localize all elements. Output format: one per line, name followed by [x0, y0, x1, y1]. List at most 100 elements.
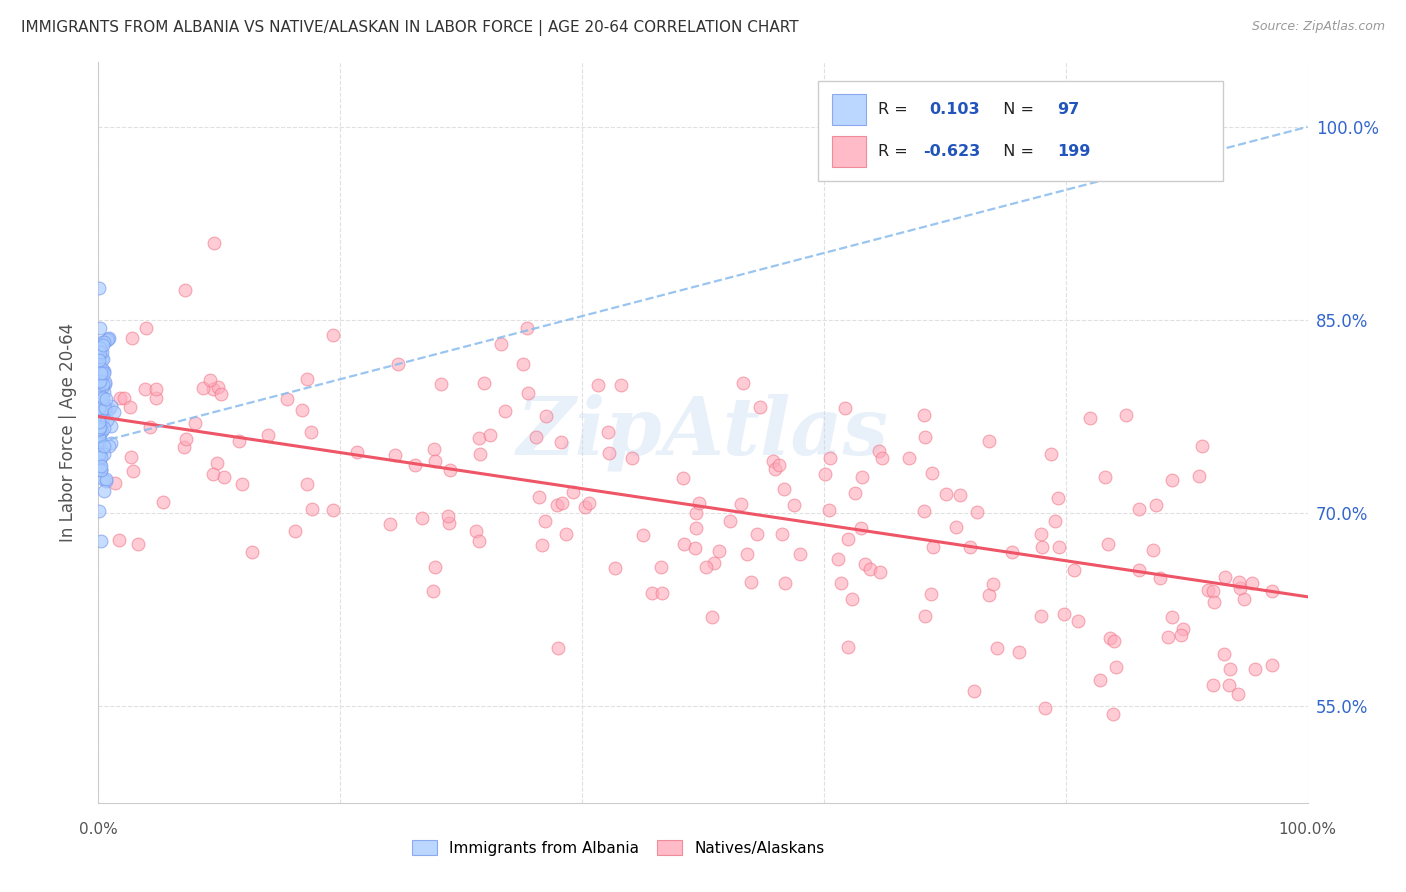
Point [789, 547, 811, 561]
Point [91, 351, 114, 366]
Point [89, 461, 111, 475]
Point [91, 376, 114, 391]
Point [1170, 628, 1192, 642]
Y-axis label: In Labor Force | Age 20-64: In Labor Force | Age 20-64 [59, 323, 77, 542]
Point [108, 533, 131, 548]
Point [983, 577, 1005, 591]
Point [425, 454, 447, 468]
Point [439, 463, 461, 477]
Point [89, 337, 111, 351]
Point [87, 378, 110, 392]
Point [94, 401, 117, 416]
Point [1202, 678, 1225, 692]
Point [87, 453, 110, 467]
Point [87, 280, 110, 294]
Point [422, 442, 444, 457]
Point [1043, 514, 1066, 528]
Point [89, 401, 111, 415]
Point [1149, 571, 1171, 585]
Point [276, 392, 298, 406]
Point [228, 434, 250, 449]
Point [868, 443, 890, 458]
Point [295, 372, 318, 386]
Point [87, 450, 110, 465]
Point [205, 456, 228, 470]
Point [1213, 570, 1236, 584]
Point [516, 385, 538, 400]
Point [93, 335, 115, 350]
Point [688, 495, 710, 509]
Point [94, 475, 117, 489]
Point [90, 442, 112, 456]
Point [89, 359, 111, 373]
Point [530, 538, 553, 552]
Point [231, 476, 253, 491]
Point [735, 547, 758, 561]
Point [139, 419, 162, 434]
Point [561, 484, 583, 499]
Point [1160, 473, 1182, 487]
Point [609, 377, 631, 392]
Text: IMMIGRANTS FROM ALBANIA VS NATIVE/ALASKAN IN LABOR FORCE | AGE 20-64 CORRELATION: IMMIGRANTS FROM ALBANIA VS NATIVE/ALASKA… [21, 20, 799, 36]
Point [685, 506, 707, 520]
Point [91, 361, 114, 376]
Text: N =: N = [993, 144, 1039, 159]
Point [283, 524, 305, 538]
Point [922, 541, 945, 555]
Point [89, 320, 111, 334]
Point [87, 353, 110, 368]
Point [202, 467, 225, 482]
Point [91, 472, 114, 486]
Point [1204, 595, 1226, 609]
Point [90, 403, 112, 417]
Point [90, 366, 112, 380]
FancyBboxPatch shape [832, 94, 866, 125]
Point [912, 409, 935, 423]
Point [145, 382, 167, 396]
Point [1229, 581, 1251, 595]
Point [772, 483, 794, 497]
Point [103, 404, 125, 418]
Point [837, 640, 859, 654]
Point [96, 333, 118, 347]
Point [783, 498, 806, 512]
Point [1033, 701, 1056, 715]
Point [949, 487, 972, 501]
Point [422, 583, 444, 598]
Point [1128, 502, 1150, 516]
Point [87, 422, 110, 436]
Point [90, 417, 112, 432]
Point [198, 373, 221, 387]
Point [256, 427, 278, 442]
Point [98, 330, 121, 344]
Point [89, 424, 111, 438]
Point [295, 477, 318, 491]
Point [145, 391, 167, 405]
Point [1142, 542, 1164, 557]
Point [96, 413, 118, 427]
Point [1031, 540, 1053, 554]
Point [93, 385, 115, 400]
Point [94, 472, 117, 486]
Point [1219, 662, 1241, 676]
Point [209, 387, 232, 401]
Point [603, 561, 626, 575]
Text: 97: 97 [1057, 102, 1080, 117]
Point [90, 381, 112, 395]
Point [551, 495, 574, 509]
Point [112, 391, 135, 405]
Point [555, 527, 578, 541]
Point [174, 284, 197, 298]
Point [718, 514, 741, 528]
Point [534, 409, 557, 423]
Point [1157, 630, 1180, 644]
Point [703, 556, 725, 570]
Point [100, 436, 122, 450]
Point [90, 458, 112, 473]
Point [87, 413, 110, 427]
Point [529, 491, 551, 505]
Point [533, 514, 555, 528]
Point [491, 336, 513, 351]
Point [91, 398, 114, 412]
Point [87, 448, 110, 462]
